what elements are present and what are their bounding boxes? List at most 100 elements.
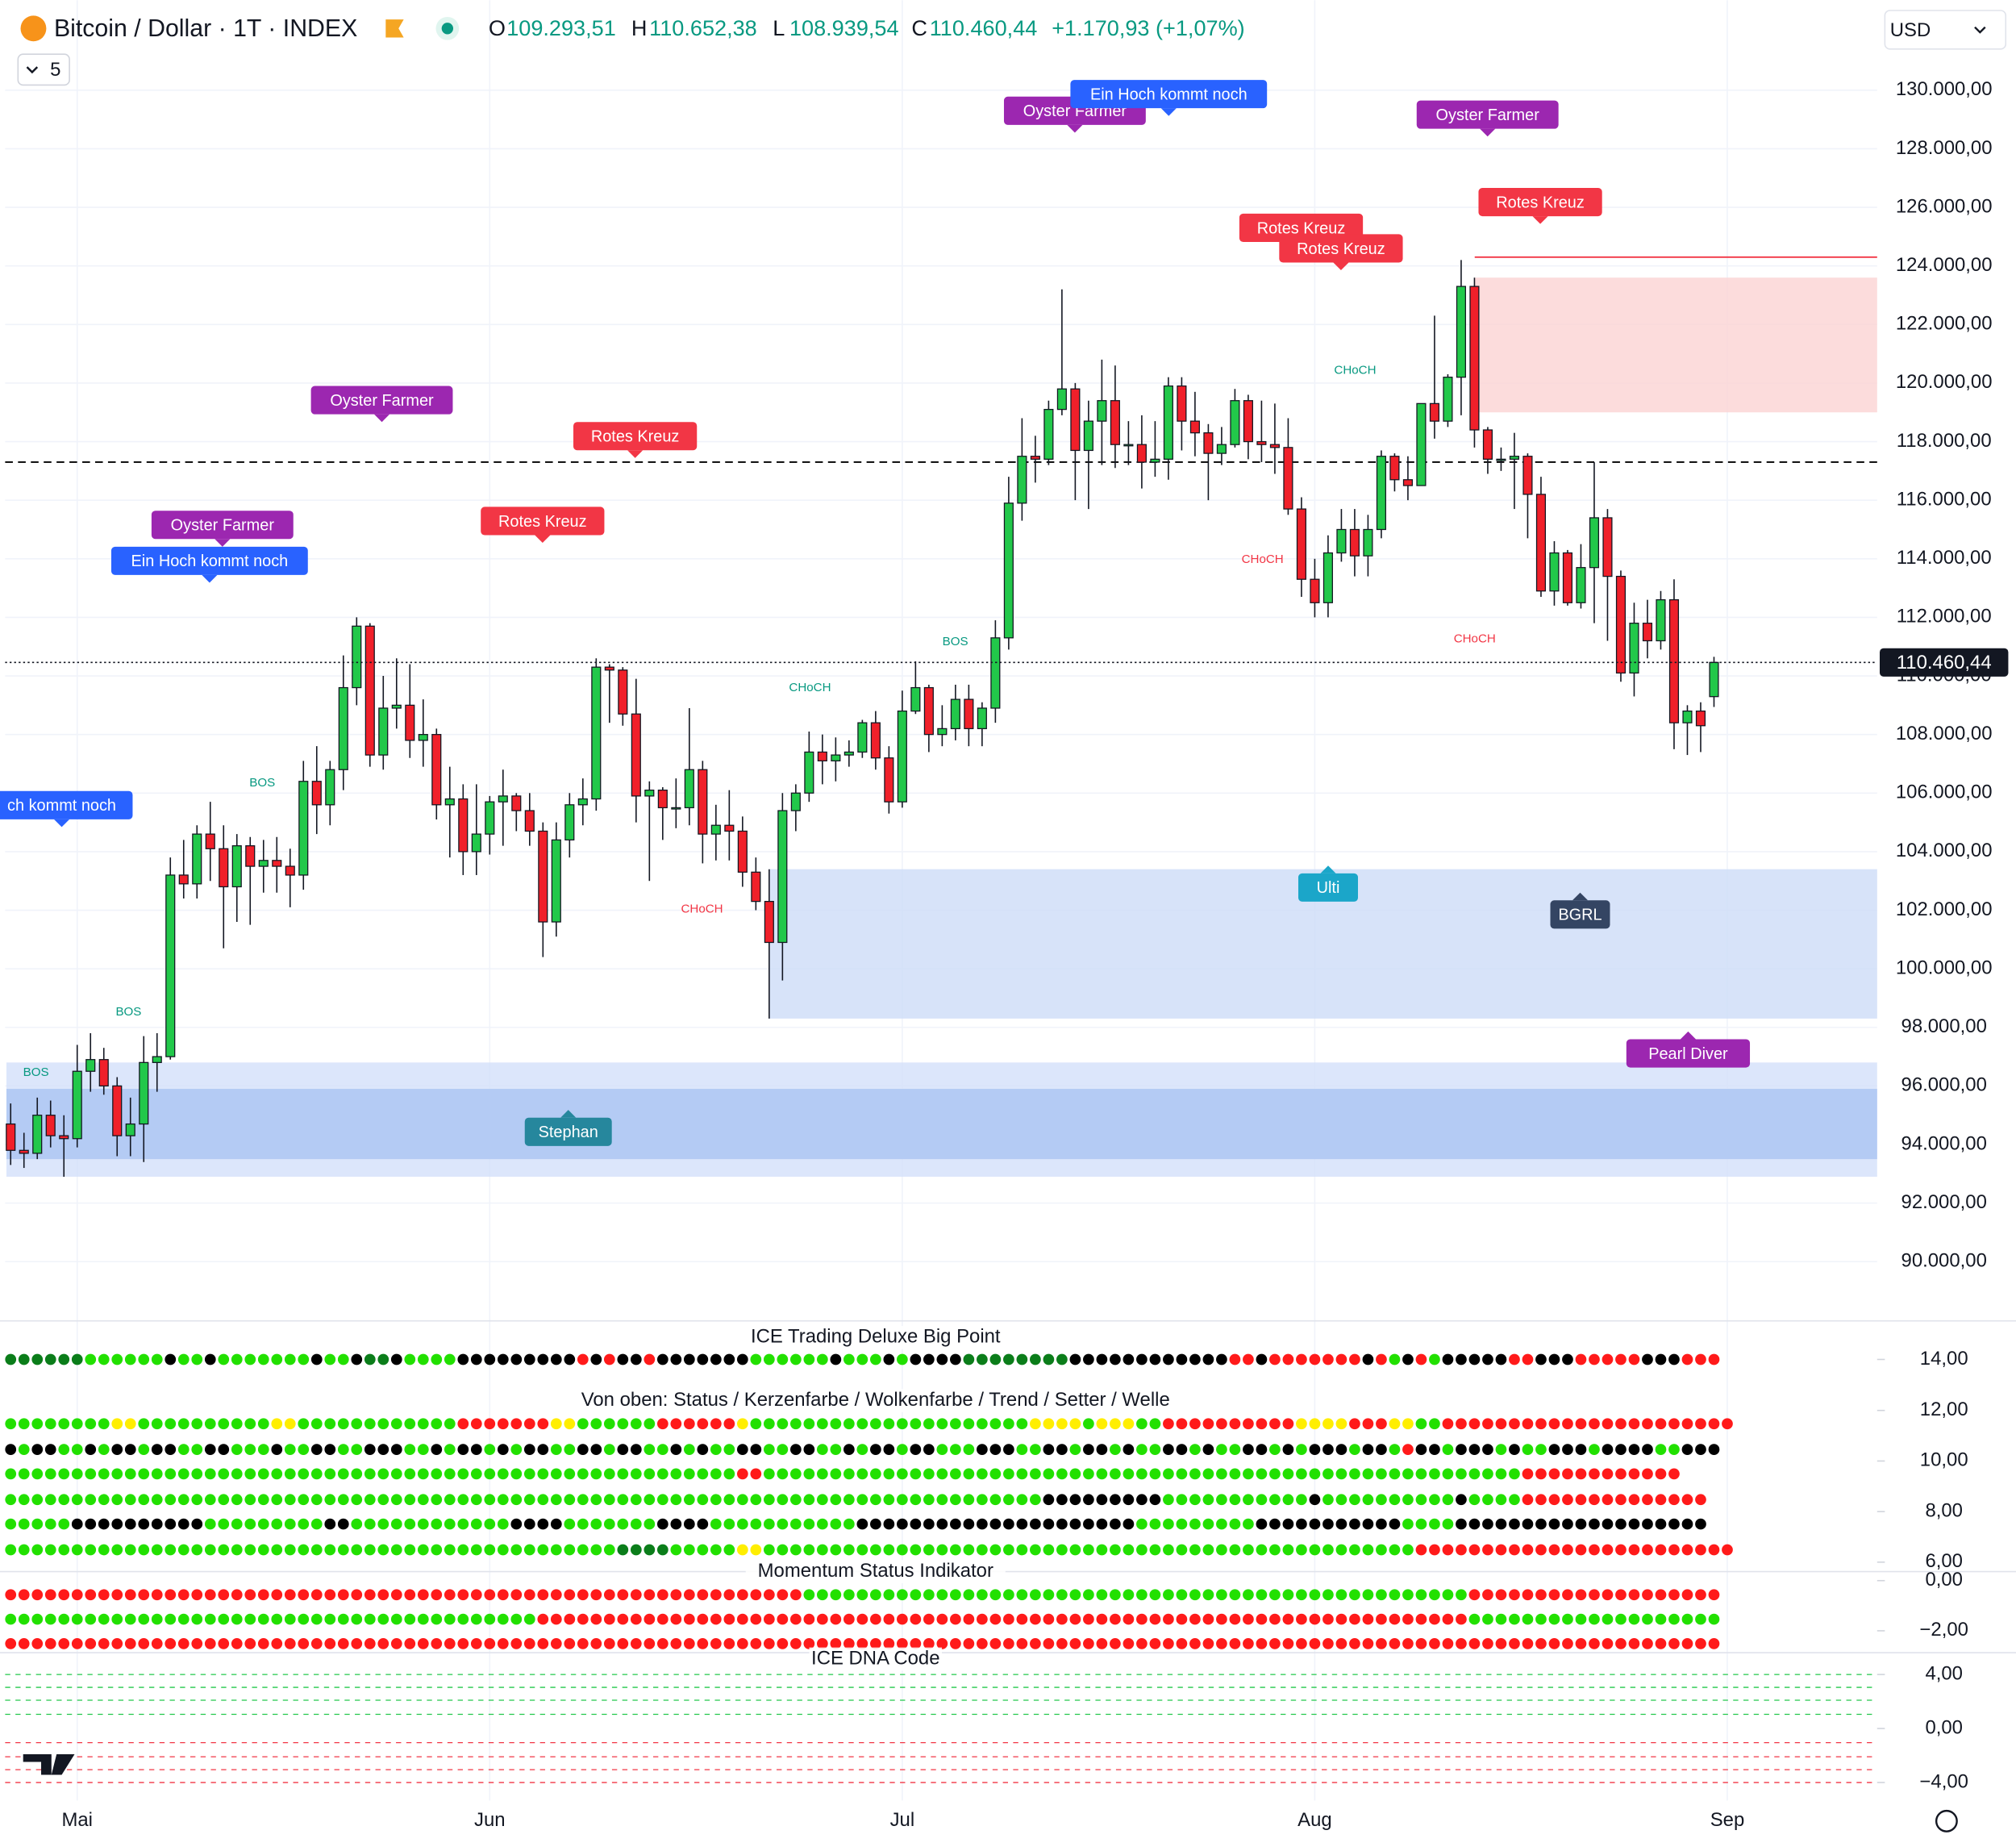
signal-dot	[1189, 1613, 1201, 1625]
signal-dot	[284, 1613, 296, 1625]
signal-dot	[617, 1589, 629, 1601]
signal-dot	[603, 1544, 615, 1556]
signal-dot	[244, 1468, 256, 1480]
signal-dot	[1016, 1589, 1028, 1601]
signal-dot	[710, 1468, 722, 1480]
signal-dot	[1123, 1468, 1135, 1480]
signal-dot	[244, 1589, 256, 1601]
signal-dot	[44, 1518, 56, 1530]
signal-dot	[138, 1418, 150, 1430]
signal-dot	[85, 1418, 97, 1430]
signal-dot	[497, 1444, 509, 1455]
signal-dot	[977, 1544, 988, 1556]
signal-dot	[1176, 1518, 1188, 1530]
signal-dot	[377, 1444, 389, 1455]
signal-dot	[977, 1353, 988, 1365]
signal-dot	[1442, 1468, 1454, 1480]
signal-dot	[1016, 1494, 1028, 1506]
signal-dot	[537, 1353, 549, 1365]
signal-dot	[204, 1353, 216, 1365]
candle-body	[1709, 661, 1719, 698]
x-tick-label: Mai	[61, 1809, 93, 1831]
candle-body	[937, 728, 948, 736]
signal-dot	[723, 1518, 735, 1530]
interval-button[interactable]	[17, 53, 70, 86]
signal-dot	[1176, 1353, 1188, 1365]
signal-dot	[1642, 1613, 1653, 1625]
signal-dot	[644, 1638, 656, 1649]
panel-title: Momentum Status Indikator	[758, 1560, 993, 1582]
signal-dot	[989, 1518, 1002, 1530]
signal-dot	[1456, 1494, 1467, 1506]
signal-dot	[1003, 1444, 1014, 1455]
signal-dot	[177, 1444, 190, 1455]
signal-dot	[1309, 1518, 1321, 1530]
ohlc-value: 110.652,38	[649, 15, 757, 40]
signal-dot	[271, 1353, 283, 1365]
signal-dot	[124, 1638, 136, 1649]
signal-dot	[85, 1518, 97, 1530]
signal-dot	[1482, 1494, 1493, 1506]
annotation-label: Pearl Diver	[1648, 1045, 1728, 1063]
settings-icon[interactable]	[1935, 1809, 1958, 1832]
candle-body	[231, 845, 242, 888]
signal-dot	[18, 1444, 30, 1455]
signal-dot	[789, 1353, 802, 1365]
signal-dot	[85, 1544, 97, 1556]
candle-body	[724, 824, 735, 832]
signal-dot	[1296, 1518, 1307, 1530]
signal-dot	[1429, 1444, 1440, 1455]
signal-dot	[351, 1544, 363, 1556]
signal-dot	[71, 1589, 83, 1601]
signal-dot	[1442, 1353, 1454, 1365]
annotation-box	[1070, 80, 1268, 109]
signal-dot	[1442, 1494, 1454, 1506]
signal-dot	[843, 1589, 855, 1601]
signal-dot	[470, 1638, 482, 1649]
signal-dot	[1615, 1544, 1627, 1556]
signal-dot	[1456, 1544, 1467, 1556]
signal-dot	[1442, 1589, 1454, 1601]
signal-dot	[244, 1353, 256, 1365]
signal-dot	[1069, 1518, 1081, 1530]
signal-dot	[550, 1544, 562, 1556]
signal-dot	[963, 1518, 975, 1530]
signal-dot	[497, 1589, 509, 1601]
signal-dot	[1442, 1613, 1454, 1625]
signal-dot	[18, 1418, 30, 1430]
annotation-pointer	[1320, 865, 1336, 873]
signal-dot	[1562, 1494, 1573, 1506]
signal-dot	[897, 1418, 908, 1430]
signal-dot	[98, 1638, 110, 1649]
currency-button[interactable]	[1884, 10, 2007, 50]
signal-dot	[816, 1613, 828, 1625]
signal-dot	[1442, 1444, 1454, 1455]
signal-dot	[337, 1468, 349, 1480]
signal-dot	[537, 1468, 549, 1480]
signal-dot	[1681, 1544, 1693, 1556]
signal-dot	[1176, 1613, 1188, 1625]
signal-dot	[1628, 1544, 1640, 1556]
signal-dot	[444, 1494, 456, 1506]
interval-count: 5	[50, 59, 60, 81]
signal-dot	[1163, 1494, 1174, 1506]
signal-dot	[1642, 1638, 1653, 1649]
signal-dot	[1043, 1613, 1055, 1625]
candle-body	[298, 781, 309, 876]
signal-dot	[683, 1613, 695, 1625]
signal-dot	[244, 1544, 256, 1556]
signal-dot	[284, 1518, 296, 1530]
signal-dot	[670, 1518, 682, 1530]
signal-dot	[351, 1468, 363, 1480]
annotation-label: Oyster Farmer	[1436, 106, 1540, 124]
signal-dot	[803, 1353, 815, 1365]
annotation-pointer	[1680, 1031, 1696, 1040]
candle-body	[1216, 444, 1227, 454]
structure-label: BOS	[23, 1065, 49, 1079]
signal-dot	[736, 1613, 748, 1625]
signal-dot	[1056, 1544, 1068, 1556]
y-tick-label: 128.000,00	[1896, 137, 1993, 159]
signal-dot	[1575, 1468, 1587, 1480]
candle-body	[1629, 623, 1639, 674]
signal-dot	[1376, 1544, 1387, 1556]
